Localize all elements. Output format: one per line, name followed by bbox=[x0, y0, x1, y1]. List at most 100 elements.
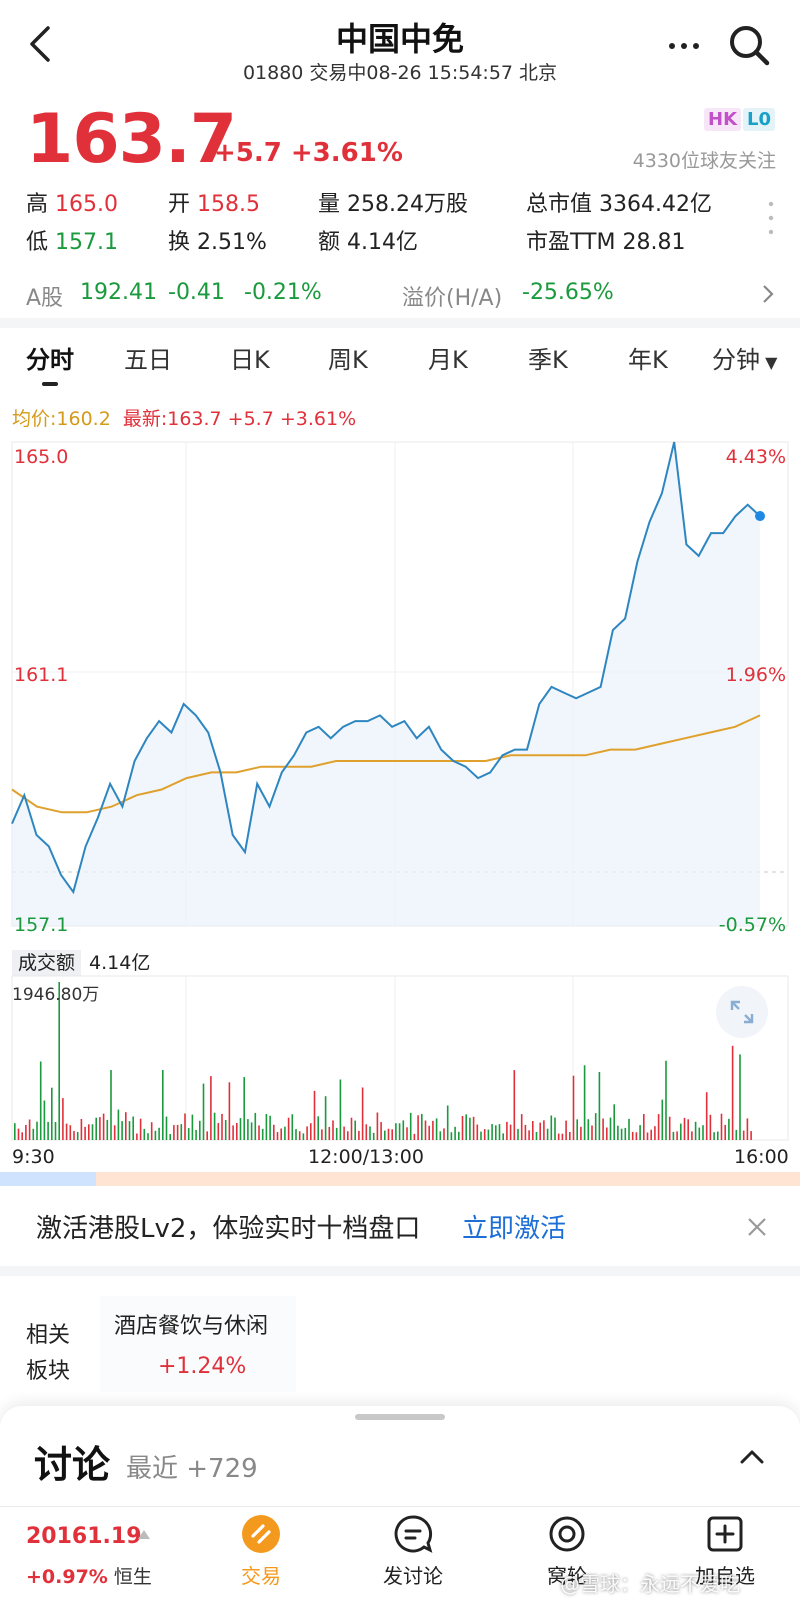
average-price-line bbox=[11, 714, 761, 814]
volume-bar bbox=[376, 1112, 379, 1140]
volume-bar bbox=[476, 1124, 479, 1140]
volume-bar bbox=[65, 1123, 68, 1140]
tab-yearly-k[interactable]: 年K bbox=[628, 346, 668, 374]
volume-bar bbox=[173, 1125, 175, 1140]
a-share-row[interactable]: A股 192.41 -0.41 -0.21% 溢价(H/A) -25.65% bbox=[0, 274, 800, 314]
nav-warrant[interactable]: 窝轮 bbox=[522, 1514, 612, 1589]
volume-bar bbox=[580, 1126, 582, 1140]
volume-bar bbox=[321, 1129, 323, 1140]
volume-bar bbox=[465, 1114, 467, 1140]
chat-bubble-icon bbox=[394, 1515, 433, 1553]
volume-bar bbox=[191, 1114, 194, 1140]
stat-high: 高 165.0 bbox=[26, 192, 118, 217]
volume-bar bbox=[443, 1128, 445, 1140]
tab-daily-k[interactable]: 日K bbox=[230, 346, 270, 374]
expand-icon bbox=[730, 1000, 754, 1024]
related-sector-label: 相关 板块 bbox=[26, 1323, 71, 1384]
volume-chart[interactable] bbox=[0, 968, 800, 1144]
volume-bar bbox=[199, 1120, 201, 1140]
discussion-sheet[interactable] bbox=[0, 1406, 800, 1506]
volume-bar bbox=[472, 1116, 475, 1140]
volume-bar bbox=[550, 1115, 553, 1140]
volume-bar bbox=[487, 1129, 490, 1140]
volume-bar bbox=[14, 1123, 16, 1140]
volume-bar bbox=[195, 1129, 197, 1140]
volume-bar bbox=[73, 1131, 75, 1140]
stats-more-button[interactable] bbox=[768, 200, 774, 236]
a-share-label: A股 bbox=[26, 286, 64, 311]
tab-intraday[interactable]: 分时 bbox=[26, 346, 74, 374]
y-label-high: 165.0 bbox=[14, 446, 69, 468]
tab-quarterly-k[interactable]: 季K bbox=[528, 346, 568, 374]
close-icon bbox=[748, 1218, 766, 1236]
volume-bar bbox=[28, 1119, 31, 1140]
volume-bar bbox=[717, 1131, 719, 1140]
volume-bar bbox=[446, 1105, 449, 1140]
volume-bar bbox=[739, 1054, 741, 1140]
volume-bar bbox=[328, 1126, 331, 1140]
chevron-left-icon bbox=[30, 26, 50, 62]
volume-bar bbox=[169, 1134, 171, 1140]
volume-bar bbox=[713, 1132, 715, 1140]
a-share-change-pct: -0.21% bbox=[244, 280, 322, 305]
expand-discussion-button[interactable] bbox=[738, 1444, 766, 1468]
volume-bar bbox=[528, 1130, 530, 1140]
section-divider bbox=[0, 1266, 800, 1276]
related-sector-card[interactable] bbox=[100, 1296, 296, 1392]
price-line bbox=[11, 441, 761, 895]
tab-five-day[interactable]: 五日 bbox=[124, 346, 172, 374]
volume-bar bbox=[254, 1112, 257, 1140]
volume-bar bbox=[217, 1123, 220, 1140]
volume-bar bbox=[162, 1070, 164, 1140]
activate-link[interactable]: 立即激活 bbox=[462, 1214, 567, 1244]
index-value[interactable]: 20161.19 bbox=[26, 1524, 142, 1549]
followers-count[interactable]: 4330位球友关注 bbox=[632, 150, 776, 172]
volume-bar bbox=[458, 1131, 460, 1140]
volume-bar bbox=[620, 1128, 623, 1140]
tab-active-indicator bbox=[42, 382, 58, 386]
volume-bar bbox=[746, 1118, 749, 1140]
volume-bar bbox=[36, 1121, 38, 1140]
volume-bar bbox=[76, 1132, 79, 1140]
volume-bar bbox=[21, 1132, 23, 1140]
nav-trade[interactable]: 交易 bbox=[216, 1514, 306, 1589]
volume-bar bbox=[665, 1060, 667, 1140]
y-label-mid: 161.1 bbox=[14, 664, 69, 686]
more-button[interactable] bbox=[664, 26, 704, 66]
volume-bar bbox=[709, 1114, 712, 1140]
volume-bar bbox=[243, 1077, 245, 1140]
volume-bar bbox=[332, 1120, 334, 1140]
search-button[interactable] bbox=[726, 22, 772, 68]
volume-bar bbox=[239, 1118, 242, 1140]
volume-bar bbox=[454, 1126, 456, 1140]
more-icon bbox=[669, 43, 699, 49]
volume-bar bbox=[546, 1128, 549, 1140]
time-start: 9:30 bbox=[12, 1146, 55, 1168]
back-button[interactable] bbox=[24, 22, 64, 66]
stat-amount: 额 4.14亿 bbox=[318, 230, 419, 255]
tab-minute[interactable]: 分钟 ▼ bbox=[712, 346, 778, 374]
nav-post[interactable]: 发讨论 bbox=[368, 1514, 458, 1589]
stat-open: 开 158.5 bbox=[168, 192, 260, 217]
volume-bar bbox=[143, 1128, 146, 1140]
volume-bar bbox=[661, 1099, 664, 1140]
tab-weekly-k[interactable]: 周K bbox=[328, 346, 368, 374]
sheet-drag-handle[interactable] bbox=[355, 1414, 445, 1420]
watermark: @雪球：永远不爱吃 bbox=[560, 1572, 740, 1596]
volume-bar bbox=[421, 1113, 423, 1140]
intraday-chart[interactable] bbox=[0, 432, 800, 942]
volume-bar bbox=[502, 1133, 504, 1140]
warrant-icon bbox=[549, 1516, 585, 1552]
volume-bar bbox=[121, 1121, 123, 1140]
volume-bar bbox=[594, 1113, 597, 1140]
nav-add-watchlist[interactable]: 加自选 bbox=[680, 1514, 770, 1589]
volume-bar bbox=[261, 1128, 264, 1140]
volume-bar bbox=[339, 1079, 342, 1140]
volume-bar bbox=[106, 1119, 109, 1140]
volume-bar bbox=[310, 1123, 312, 1140]
expand-chart-button[interactable] bbox=[716, 986, 768, 1038]
banner-close-button[interactable] bbox=[746, 1212, 768, 1245]
tab-monthly-k[interactable]: 月K bbox=[428, 346, 468, 374]
volume-bar bbox=[402, 1120, 405, 1140]
volume-bar bbox=[158, 1127, 160, 1140]
